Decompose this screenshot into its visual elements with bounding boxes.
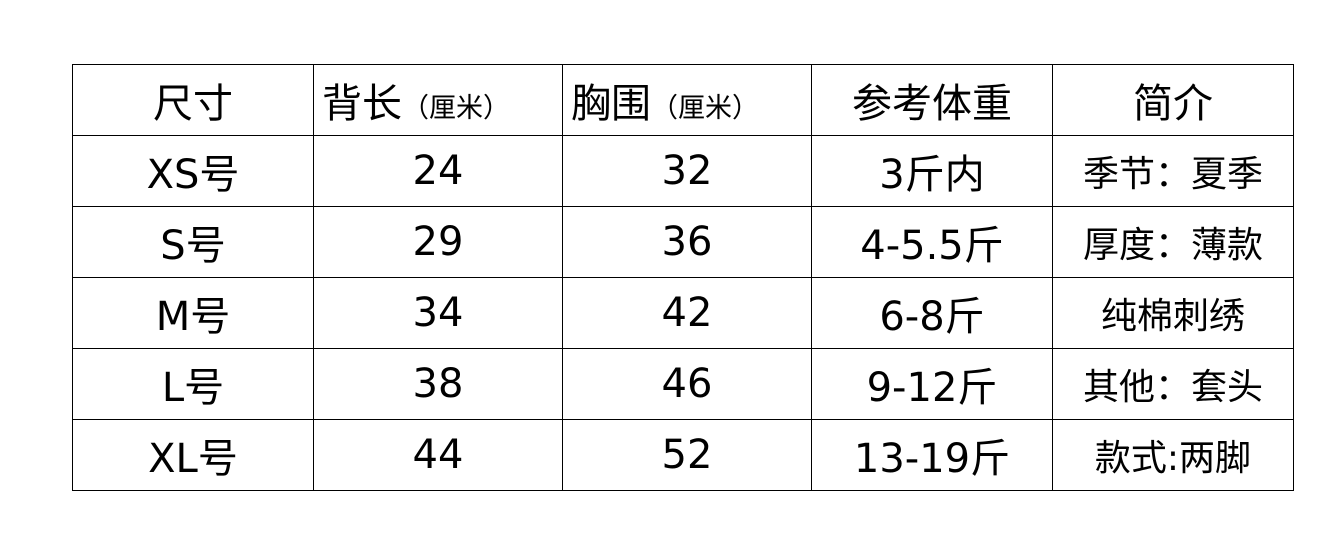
header-unit: （厘米）	[402, 93, 510, 124]
cell-size: L号	[72, 348, 314, 420]
cell-chest: 32	[562, 135, 812, 207]
header-text: 参考体重	[852, 81, 1012, 127]
cell-intro: 其他：套头	[1052, 348, 1294, 420]
cell-weight: 3斤内	[811, 135, 1053, 207]
cell-back-length: 44	[313, 419, 563, 491]
table-row: L号 38 46 9-12斤 其他：套头	[72, 348, 1294, 420]
cell-size: M号	[72, 277, 314, 349]
header-text: 简介	[1133, 81, 1213, 127]
cell-chest: 42	[562, 277, 812, 349]
cell-chest: 52	[562, 419, 812, 491]
cell-weight: 4-5.5斤	[811, 206, 1053, 278]
cell-intro: 款式:两脚	[1052, 419, 1294, 491]
cell-size: XS号	[72, 135, 314, 207]
cell-intro: 季节：夏季	[1052, 135, 1294, 207]
header-back-length: 背长（厘米）	[313, 64, 563, 136]
header-text: 尺寸	[153, 81, 233, 127]
header-unit: （厘米）	[651, 93, 759, 124]
size-chart-table: 尺寸 背长（厘米） 胸围（厘米） 参考体重 简介 XS号 24 32 3斤内 季…	[72, 64, 1294, 491]
header-size: 尺寸	[72, 64, 314, 136]
cell-chest: 36	[562, 206, 812, 278]
header-intro: 简介	[1052, 64, 1294, 136]
cell-back-length: 38	[313, 348, 563, 420]
header-row: 尺寸 背长（厘米） 胸围（厘米） 参考体重 简介	[72, 64, 1294, 136]
cell-intro: 纯棉刺绣	[1052, 277, 1294, 349]
table-row: XS号 24 32 3斤内 季节：夏季	[72, 135, 1294, 207]
cell-size: S号	[72, 206, 314, 278]
cell-back-length: 34	[313, 277, 563, 349]
cell-weight: 6-8斤	[811, 277, 1053, 349]
header-text: 背长	[322, 81, 402, 127]
header-text: 胸围	[571, 81, 651, 127]
table-row: M号 34 42 6-8斤 纯棉刺绣	[72, 277, 1294, 349]
cell-size: XL号	[72, 419, 314, 491]
table-row: S号 29 36 4-5.5斤 厚度：薄款	[72, 206, 1294, 278]
cell-back-length: 24	[313, 135, 563, 207]
cell-back-length: 29	[313, 206, 563, 278]
cell-chest: 46	[562, 348, 812, 420]
table-row: XL号 44 52 13-19斤 款式:两脚	[72, 419, 1294, 491]
header-chest: 胸围（厘米）	[562, 64, 812, 136]
cell-weight: 9-12斤	[811, 348, 1053, 420]
cell-weight: 13-19斤	[811, 419, 1053, 491]
cell-intro: 厚度：薄款	[1052, 206, 1294, 278]
header-weight: 参考体重	[811, 64, 1053, 136]
